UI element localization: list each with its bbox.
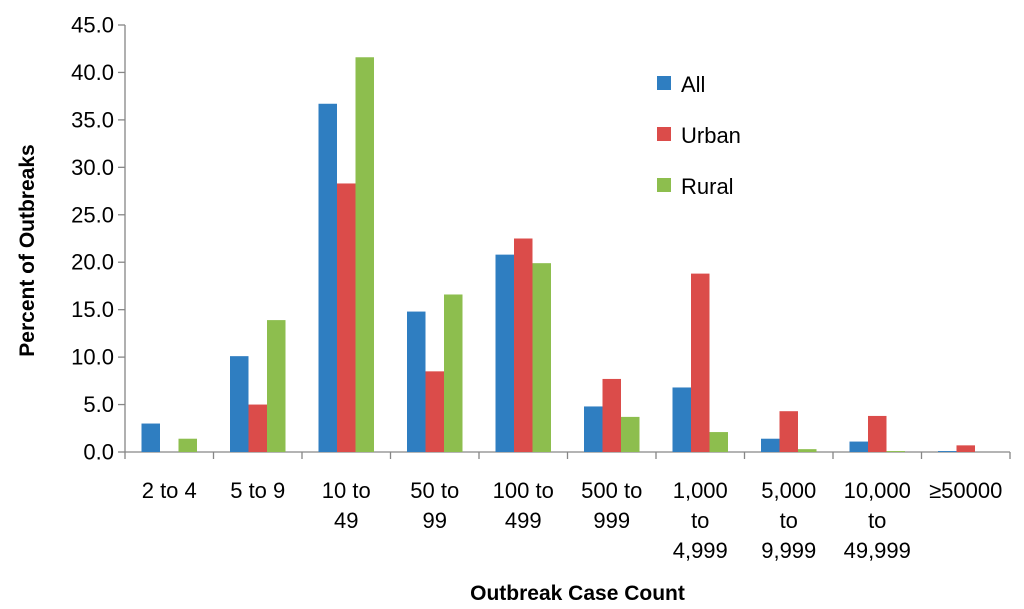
bar-urban-5 — [602, 378, 621, 452]
y-tick-label: 30.0 — [71, 155, 114, 180]
bar-all-6 — [672, 387, 691, 452]
legend-label-all: All — [681, 72, 705, 97]
x-tick-label-line: to — [780, 508, 798, 533]
bar-rural-3 — [444, 294, 463, 452]
x-tick-label-line: 4,999 — [673, 538, 728, 563]
bar-all-7 — [761, 438, 780, 452]
bar-rural-7 — [798, 449, 817, 452]
x-tick-label: 500 to 999 — [581, 478, 642, 533]
y-tick-label: 5.0 — [83, 392, 114, 417]
y-tick-label: 40.0 — [71, 60, 114, 85]
bar-all-5 — [584, 406, 603, 452]
bar-urban-8 — [868, 415, 887, 452]
bar-all-4 — [495, 254, 514, 452]
bar-all-8 — [849, 441, 868, 452]
y-axis-title: Percent of Outbreaks — [16, 144, 39, 356]
y-tick-label: 10.0 — [71, 345, 114, 370]
y-tick-label: 35.0 — [71, 107, 114, 132]
legend-label-rural: Rural — [681, 174, 734, 199]
x-tick-label: ≥50000 — [929, 478, 1002, 503]
x-tick-label-line: to — [691, 508, 709, 533]
bar-all-0 — [141, 423, 160, 452]
bar-all-1 — [230, 356, 249, 452]
bar-rural-0 — [178, 438, 197, 452]
legend-swatch-all — [657, 76, 671, 90]
x-tick-label-line: 49 — [334, 508, 358, 533]
y-tick-label: 20.0 — [71, 250, 114, 275]
bar-all-2 — [318, 103, 337, 452]
bar-urban-9 — [956, 445, 975, 452]
bar-rural-6 — [709, 432, 728, 452]
x-tick-label: 1,000 to 4,999 — [673, 478, 728, 563]
x-tick-label-line: 5 to 9 — [230, 478, 285, 503]
legend-swatch-rural — [657, 178, 671, 192]
bar-rural-4 — [532, 263, 551, 452]
bar-all-9 — [938, 451, 957, 452]
bar-rural-1 — [267, 320, 286, 452]
x-tick-label-line: 999 — [593, 508, 630, 533]
x-tick-label: 10,000 to 49,999 — [844, 478, 911, 563]
bar-urban-7 — [779, 411, 798, 452]
x-tick-label-line: ≥50000 — [929, 478, 1002, 503]
x-tick-label-line: 10,000 — [844, 478, 911, 503]
bar-rural-8 — [886, 451, 905, 452]
x-tick-label-line: 49,999 — [844, 538, 911, 563]
x-axis-title: Outbreak Case Count — [470, 582, 685, 605]
x-tick-label-line: 2 to 4 — [142, 478, 197, 503]
x-tick-label: 5,000 to 9,999 — [761, 478, 816, 563]
y-tick-label: 15.0 — [71, 297, 114, 322]
x-tick-label-line: 10 to — [322, 478, 371, 503]
legend: All Urban Rural — [657, 72, 741, 199]
x-tick-label: 100 to 499 — [493, 478, 554, 533]
x-tick-label-line: 50 to — [410, 478, 459, 503]
x-tick-label-line: 100 to — [493, 478, 554, 503]
y-tick-label: 25.0 — [71, 202, 114, 227]
x-tick-label: 10 to 49 — [322, 478, 371, 533]
y-tick-label: 45.0 — [71, 13, 114, 38]
plot-area: 0.0 5.0 10.0 15.0 20.0 25.0 30.0 35.0 40.0 45.0 2 … — [16, 13, 1011, 605]
legend-swatch-urban — [657, 127, 671, 141]
x-tick-label-line: 499 — [505, 508, 542, 533]
bar-urban-4 — [514, 238, 533, 452]
x-tick-label-line: to — [868, 508, 886, 533]
bar-urban-6 — [691, 273, 710, 452]
x-tick-label: 2 to 4 — [142, 478, 197, 503]
bar-urban-3 — [425, 371, 444, 452]
x-tick-label: 50 to 99 — [410, 478, 459, 533]
x-tick-label-line: 99 — [423, 508, 447, 533]
x-tick-label-line: 9,999 — [761, 538, 816, 563]
x-tick-label-line: 500 to — [581, 478, 642, 503]
bar-rural-2 — [355, 57, 374, 453]
bar-urban-2 — [337, 183, 356, 452]
x-tick-label: 5 to 9 — [230, 478, 285, 503]
bar-urban-1 — [248, 404, 267, 452]
y-tick-label: 0.0 — [83, 440, 114, 465]
legend-label-urban: Urban — [681, 123, 741, 148]
x-tick-label-line: 1,000 — [673, 478, 728, 503]
x-tick-label-line: 5,000 — [761, 478, 816, 503]
bar-rural-5 — [621, 416, 640, 452]
bar-all-3 — [407, 311, 426, 452]
